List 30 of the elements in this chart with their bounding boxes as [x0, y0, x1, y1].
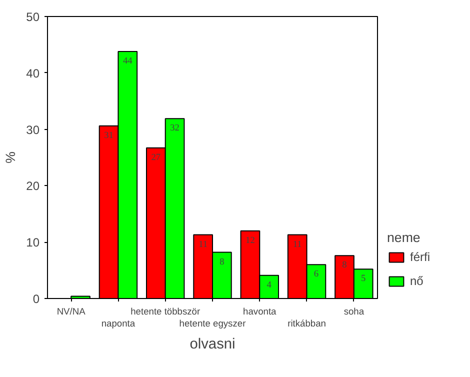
x-axis-title: olvasni	[190, 336, 236, 352]
data-label: 6	[314, 270, 319, 280]
x-tick-label: havonta	[243, 306, 278, 316]
x-tick-label: naponta	[101, 318, 136, 328]
legend-title: neme	[387, 230, 422, 245]
data-label: 44	[122, 56, 133, 66]
x-tick-label: hetente többször	[130, 306, 200, 316]
data-label: 32	[170, 124, 180, 134]
x-tick-label: ritkábban	[288, 318, 326, 328]
x-tick-label: NV/NA	[56, 306, 86, 316]
data-label: 27	[151, 152, 161, 163]
y-axis-title: %	[3, 151, 18, 164]
data-label: 8	[220, 257, 225, 268]
data-label: 5	[361, 274, 366, 284]
data-label: 11	[292, 240, 302, 250]
y-tick-label: 0	[32, 292, 40, 306]
x-tick-label: soha	[344, 306, 365, 316]
y-tick-label: 20	[26, 179, 40, 194]
y-tick-label: 40	[26, 66, 40, 80]
y-tick-label: 30	[26, 122, 40, 137]
legend-label: férfi	[410, 250, 430, 264]
legend-label: nő	[410, 274, 424, 288]
y-tick-label: 10	[26, 236, 40, 250]
data-label: 31	[104, 130, 114, 141]
data-label: 12	[246, 236, 256, 246]
data-label: 11	[198, 240, 208, 250]
data-label: 8	[342, 260, 348, 271]
x-tick-label: hetente egyszer	[179, 318, 246, 328]
data-label: 4	[266, 280, 272, 290]
y-tick-label: 50	[26, 10, 40, 24]
